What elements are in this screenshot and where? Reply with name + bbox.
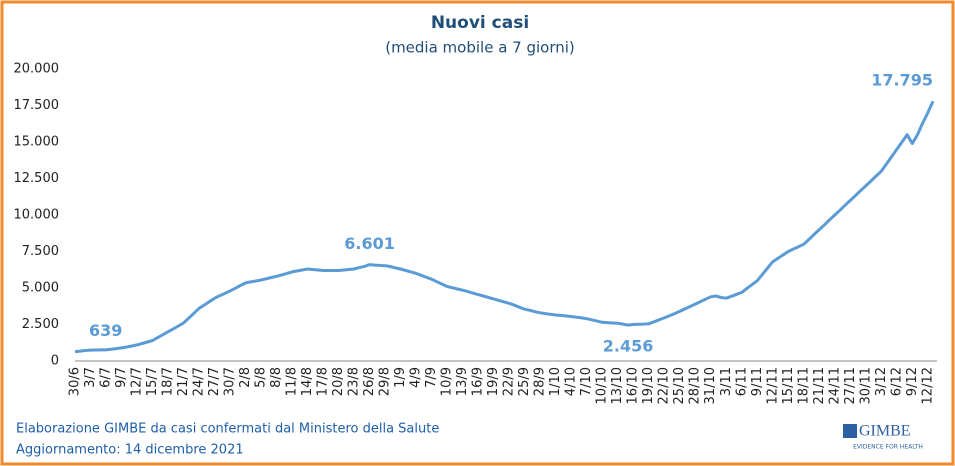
x-tick-label: 3/12	[874, 367, 889, 396]
x-tick-label: 13/9	[455, 367, 470, 396]
x-tick-label: 19/10	[641, 367, 656, 404]
update-note: Aggiornamento: 14 dicembre 2021	[16, 443, 244, 458]
x-tick-label: 30/6	[68, 367, 83, 396]
x-tick-label: 7/9	[424, 367, 439, 388]
y-tick-label: 12.500	[14, 171, 60, 186]
x-tick-label: 6/11	[734, 367, 749, 396]
x-tick-label: 13/10	[610, 367, 625, 404]
x-tick-label: 2/8	[238, 367, 253, 388]
y-tick-label: 15.000	[14, 135, 60, 150]
logo-icon	[843, 424, 857, 438]
x-tick-label: 23/8	[347, 367, 362, 396]
x-tick-label: 6/7	[99, 367, 114, 388]
x-tick-label: 22/9	[502, 367, 517, 396]
x-tick-label: 9/7	[114, 367, 129, 388]
x-tick-label: 18/11	[796, 367, 811, 404]
logo-name: GIMBE	[859, 423, 911, 440]
x-tick-label: 26/8	[362, 367, 377, 396]
x-tick-label: 27/7	[207, 367, 222, 396]
x-tick-label: 19/9	[486, 367, 501, 396]
x-tick-label: 9/12	[905, 367, 920, 396]
x-tick-label: 10/9	[440, 367, 455, 396]
x-tick-label: 8/8	[269, 367, 284, 388]
x-tick-label: 25/10	[672, 367, 687, 404]
x-tick-label: 6/12	[889, 367, 904, 396]
x-tick-label: 22/10	[657, 367, 672, 404]
x-tick-label: 16/9	[471, 367, 486, 396]
x-tick-label: 4/9	[409, 367, 424, 388]
x-tick-label: 10/10	[595, 367, 610, 404]
x-tick-label: 12/11	[765, 367, 780, 404]
x-tick-label: 5/8	[254, 367, 269, 388]
x-tick-label: 3/11	[719, 367, 734, 396]
x-tick-label: 15/11	[781, 367, 796, 404]
x-tick-label: 24/11	[827, 367, 842, 404]
x-tick-label: 21/11	[812, 367, 827, 404]
x-tick-label: 1/9	[393, 367, 408, 388]
value-label: 2.456	[603, 337, 654, 356]
x-tick-label: 31/10	[703, 367, 718, 404]
y-tick-label: 20.000	[14, 62, 60, 77]
data-line	[74, 100, 935, 354]
x-tick-label: 30/7	[223, 367, 238, 396]
x-tick-label: 24/7	[192, 367, 207, 396]
x-tick-label: 9/11	[750, 367, 765, 396]
x-tick-label: 1/10	[548, 367, 563, 396]
y-tick-label: 10.000	[14, 208, 60, 223]
value-label: 17.795	[871, 71, 933, 90]
x-tick-label: 21/7	[176, 367, 191, 396]
x-tick-label: 28/10	[688, 367, 703, 404]
x-tick-label: 18/7	[161, 367, 176, 396]
x-tick-label: 14/8	[300, 367, 315, 396]
x-tick-label: 16/10	[626, 367, 641, 404]
logo-tagline: EVIDENCE FOR HEALTH	[853, 444, 923, 451]
chart-subtitle: (media mobile a 7 giorni)	[385, 39, 575, 57]
x-tick-label: 27/11	[843, 367, 858, 404]
y-tick-label: 7.500	[22, 244, 59, 259]
x-tick-label: 29/8	[378, 367, 393, 396]
value-label: 6.601	[344, 234, 395, 253]
x-tick-label: 30/11	[858, 367, 873, 404]
y-tick-label: 17.500	[14, 98, 60, 113]
value-label: 639	[89, 321, 122, 340]
x-tick-label: 12/7	[130, 367, 145, 396]
x-tick-label: 15/7	[145, 367, 160, 396]
x-tick-label: 11/8	[285, 367, 300, 396]
x-tick-label: 4/10	[564, 367, 579, 396]
y-tick-label: 5.000	[22, 281, 59, 296]
x-tick-label: 7/10	[579, 367, 594, 396]
chart-title: Nuovi casi	[431, 13, 529, 33]
x-tick-label: 20/8	[331, 367, 346, 396]
x-tick-label: 17/8	[316, 367, 331, 396]
y-tick-label: 0	[51, 354, 59, 369]
x-tick-label: 28/9	[533, 367, 548, 396]
x-tick-label: 25/9	[517, 367, 532, 396]
source-note: Elaborazione GIMBE da casi confermati da…	[16, 422, 439, 437]
y-tick-label: 2.500	[22, 317, 59, 332]
x-tick-label: 3/7	[83, 367, 98, 388]
x-tick-label: 12/12	[920, 367, 935, 404]
